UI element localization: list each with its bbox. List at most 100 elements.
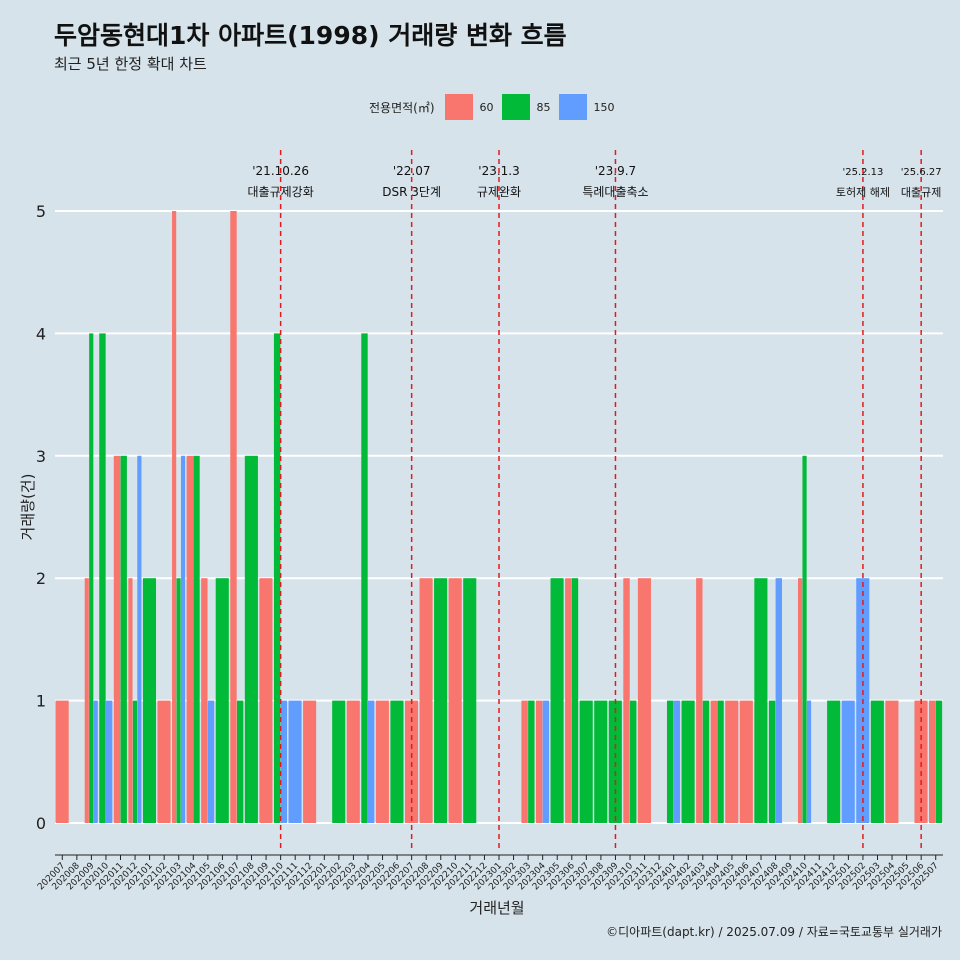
bar-202504-60 [885,700,899,823]
y-axis: 0 1 2 3 4 5 [36,202,46,833]
legend-label-150: 150 [593,100,615,114]
bar-202111-150 [288,700,302,823]
legend-swatch-85 [501,94,530,120]
bar-202305-85 [550,578,564,823]
bar-202503-85 [870,700,884,823]
bar-202103-85 [176,578,181,823]
bar-202204-150 [367,700,375,823]
bar-202211-85 [463,578,477,823]
bar-202207-60 [404,700,419,823]
bar-202206-85 [390,700,404,823]
bar-202110-150 [280,700,288,823]
legend-title: 전용면적(㎡) [369,100,435,115]
bar-202107-60 [230,211,237,823]
bar-202404-85 [717,700,724,823]
bar-202310-60 [623,578,630,823]
bar-202410-85 [802,455,807,823]
event-date-1: '21.10.26 [252,164,309,178]
bar-202209-85 [434,578,448,823]
bar-202309-85 [608,700,622,823]
bar-202205-60 [375,700,389,823]
legend-swatch-60 [444,94,473,120]
bar-202203-60 [346,700,360,823]
bar-202307-85 [579,700,593,823]
event-label-1: 대출규제강화 [248,185,314,199]
bar-202501-150 [841,700,855,823]
bar-202012-150 [137,455,142,823]
bar-202208-60 [419,578,433,823]
bar-202306-60 [565,578,572,823]
event-label-6: 대출규제 [901,186,941,199]
event-date-5: '25.2.13 [842,167,883,178]
bar-202105-60 [201,578,208,823]
y-tick-label-2: 2 [36,569,46,588]
legend-label-85: 85 [536,100,551,114]
bar-202410-150 [806,700,812,823]
bar-202103-150 [180,455,186,823]
y-tick-label-5: 5 [36,202,46,221]
y-tick-label-1: 1 [36,692,46,711]
bar-202506-60 [914,700,928,823]
bar-202401-85 [666,700,674,823]
bar-202110-85 [273,333,281,823]
legend-swatch-150 [558,94,587,120]
y-tick-label-3: 3 [36,447,46,466]
legend-item-150: 150 [558,94,617,120]
bar-202401-150 [673,700,681,823]
bar-202108-85 [244,455,258,823]
bar-202407-85 [754,578,768,823]
bars [55,211,943,823]
bar-202107-85 [236,700,244,823]
bar-202103-60 [172,211,177,823]
y-axis-title: 거래량(건) [19,474,37,541]
event-date-4: '23.9.7 [595,164,636,178]
bar-202311-60 [637,578,651,823]
bar-202009-150 [93,700,98,823]
bar-202405-60 [725,700,739,823]
bar-202210-60 [448,578,462,823]
event-label-2: DSR 3단계 [382,185,441,199]
bar-202204-85 [361,333,368,823]
bar-202101-85 [142,578,157,823]
bar-202308-85 [594,700,608,823]
event-lines: '21.10.26 대출규제강화 '22.07 DSR 3단계 '23.1.3 규제완화 '… [248,150,942,850]
bar-202507-60 [929,700,936,823]
bar-202106-85 [215,578,229,823]
bar-202403-85 [702,700,710,823]
legend-item-85: 85 [501,94,553,120]
bar-202406-60 [739,700,753,823]
bar-202109-60 [259,578,273,823]
event-date-2: '22.07 [393,164,431,178]
bar-202104-85 [193,455,200,823]
chart-subtitle: 최근 5년 한정 확대 차트 [54,55,207,73]
bar-202011-60 [113,455,121,823]
bar-202304-60 [535,700,543,823]
bar-202402-85 [681,700,695,823]
bar-202105-150 [207,700,215,823]
bar-202403-60 [696,578,703,823]
event-label-4: 특례대출축소 [582,185,648,199]
bar-202303-60 [521,700,528,823]
bar-202011-85 [120,455,127,823]
bar-202408-150 [775,578,782,823]
bar-202410-60 [798,578,803,823]
x-axis-title: 거래년월 [469,899,524,917]
event-label-3: 규제완화 [477,185,521,199]
event-date-6: '25.6.27 [901,167,942,178]
bar-202202-85 [332,700,346,823]
bar-202012-60 [128,578,133,823]
bar-202306-85 [571,578,579,823]
y-tick-label-4: 4 [36,324,46,343]
bar-202009-85 [89,333,94,823]
chart-title: 두암동현대1차 아파트(1998) 거래량 변화 흐름 [54,21,567,50]
bar-202012-85 [132,700,137,823]
bar-202304-150 [542,700,550,823]
bar-202010-85 [99,333,106,823]
bar-202007-60 [55,700,69,823]
bar-202408-85 [768,700,776,823]
event-date-3: '23.1.3 [478,164,519,178]
y-tick-label-0: 0 [36,814,46,833]
bar-202009-60 [84,578,89,823]
bar-202404-60 [710,700,718,823]
